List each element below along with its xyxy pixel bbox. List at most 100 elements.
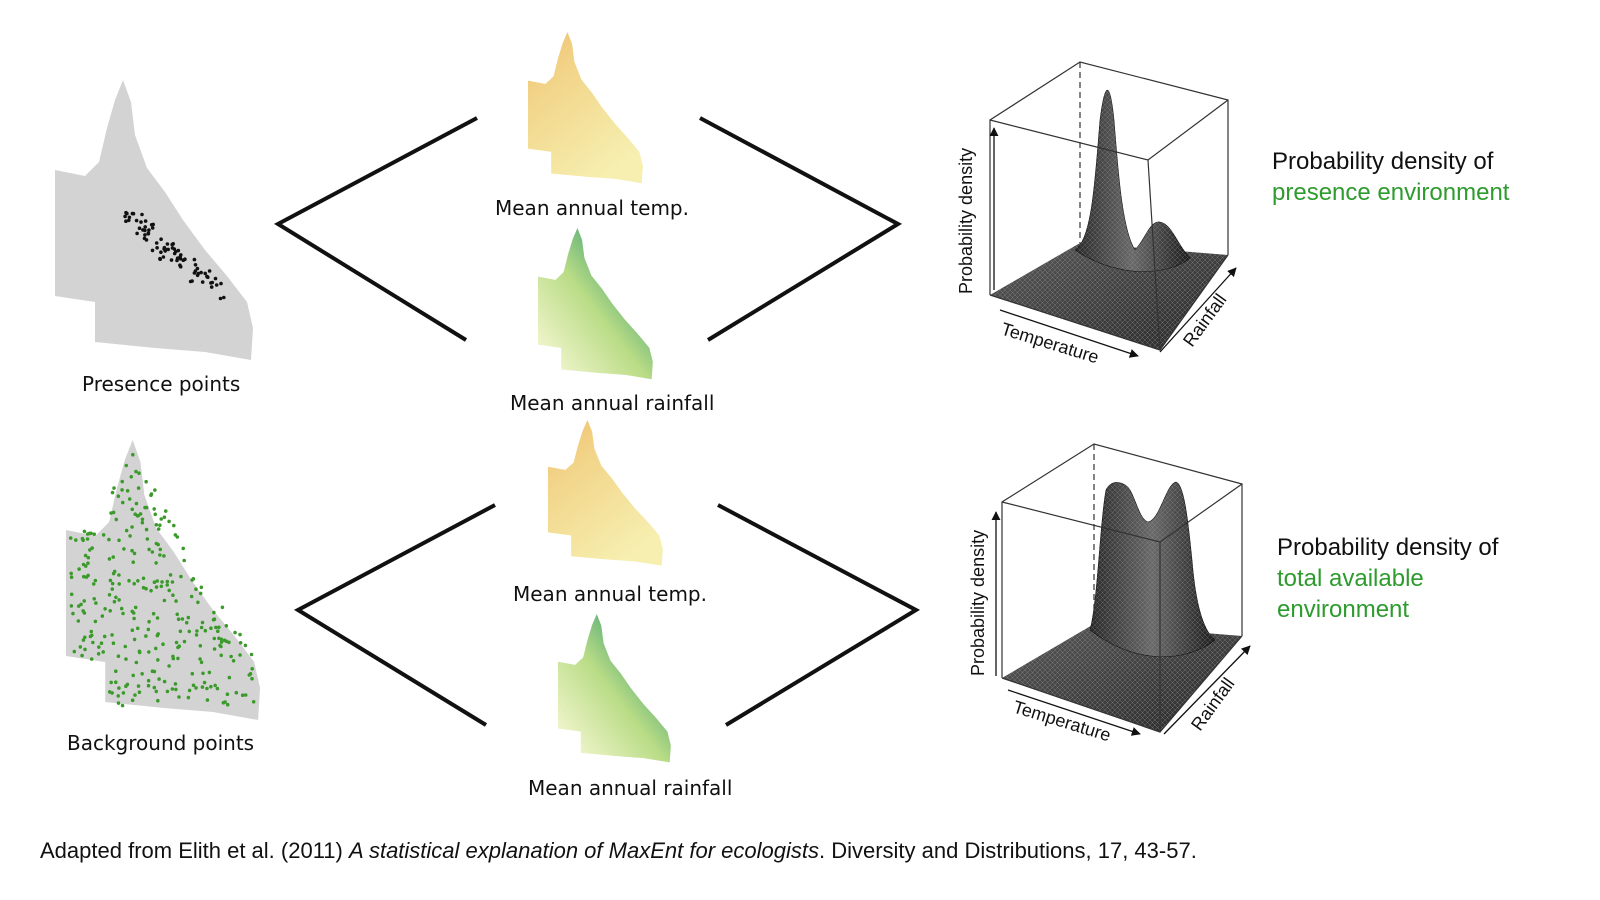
presence-point [222,295,226,300]
background-point [225,692,230,696]
background-point [198,657,202,661]
presence-point [169,258,174,262]
background-point [121,611,125,616]
presence-point [125,211,129,216]
background-point [96,652,101,656]
background-point [68,536,73,540]
background-point [224,639,229,644]
presence-point [146,232,151,236]
background-point [199,660,204,665]
background-point [136,684,141,688]
presence-point [209,285,214,289]
background-point [175,612,179,617]
background-point [158,547,163,552]
background-point [131,673,135,678]
background-point [111,641,116,645]
presence-point [179,253,183,257]
background-point [86,555,91,560]
presence-point [193,263,198,267]
background-point [243,693,248,697]
background-point [108,609,112,613]
background-point [156,527,161,531]
background-point [93,619,98,624]
background-point [154,646,158,651]
background-point [186,695,191,700]
background-point [172,523,176,528]
heading-line: Probability density of [1277,534,1499,561]
background-point [198,644,203,648]
row1-temp-map [528,32,643,184]
background-point [114,669,118,673]
background-point [141,576,146,581]
background-point [152,685,157,690]
background-point [154,523,159,527]
background-point [123,644,128,649]
background-point [201,671,205,676]
background-point [249,652,254,657]
background-point [116,694,120,698]
presence-point [140,212,144,217]
background-point [116,494,121,498]
background-point [152,669,157,674]
background-point [191,577,196,581]
background-point [219,640,224,644]
citation-prefix: Adapted from Elith et al. (2011) [40,838,349,863]
background-point [134,660,139,665]
row2-connectors [293,503,921,727]
background-point [81,609,85,613]
heading-line: presence environment [1272,179,1510,206]
background-point [69,604,74,608]
background-point [177,695,181,699]
background-point [86,561,90,565]
row2-rain-label: Mean annual rainfall [528,776,733,800]
background-point [174,599,178,603]
background-point [117,686,121,690]
background-point [165,579,170,584]
background-point [135,626,140,631]
background-point [154,561,158,565]
background-point [167,664,171,668]
background-point [120,479,125,484]
presence-point [151,222,155,227]
background-point [220,605,225,610]
presence-point [137,226,142,230]
presence-point [181,258,186,262]
background-point [156,658,160,662]
background-point [227,675,232,680]
background-point [132,551,137,556]
background-point [149,493,153,497]
background-point [182,639,187,644]
background-point [90,546,94,550]
background-point [134,469,138,474]
background-point [147,547,151,552]
background-point [111,571,116,576]
background-point [189,594,194,599]
background-point [159,584,164,589]
background-point [157,677,161,681]
background-point [132,616,136,621]
presence-point [165,242,170,246]
presence-point [155,246,159,250]
background-point [130,525,134,529]
background-point [140,520,145,525]
presence-point [219,281,223,286]
background-point [250,667,254,671]
presence-point [159,250,163,254]
background-point [108,578,113,583]
background-point [178,629,183,634]
background-point [199,585,204,590]
background-point [167,519,171,524]
background-point [137,471,141,475]
background-point [69,571,73,576]
background-point [130,507,135,512]
background-point [144,479,148,484]
background-point [120,500,125,505]
presence-point [154,241,159,245]
heading-line: total available [1277,565,1424,592]
background-point [209,626,213,630]
background-point [182,558,186,563]
presence-density-plot: Probability density Temperature Rainfall [956,61,1237,367]
presence-point [195,266,200,271]
axis-label-z: Probability density [968,530,988,676]
